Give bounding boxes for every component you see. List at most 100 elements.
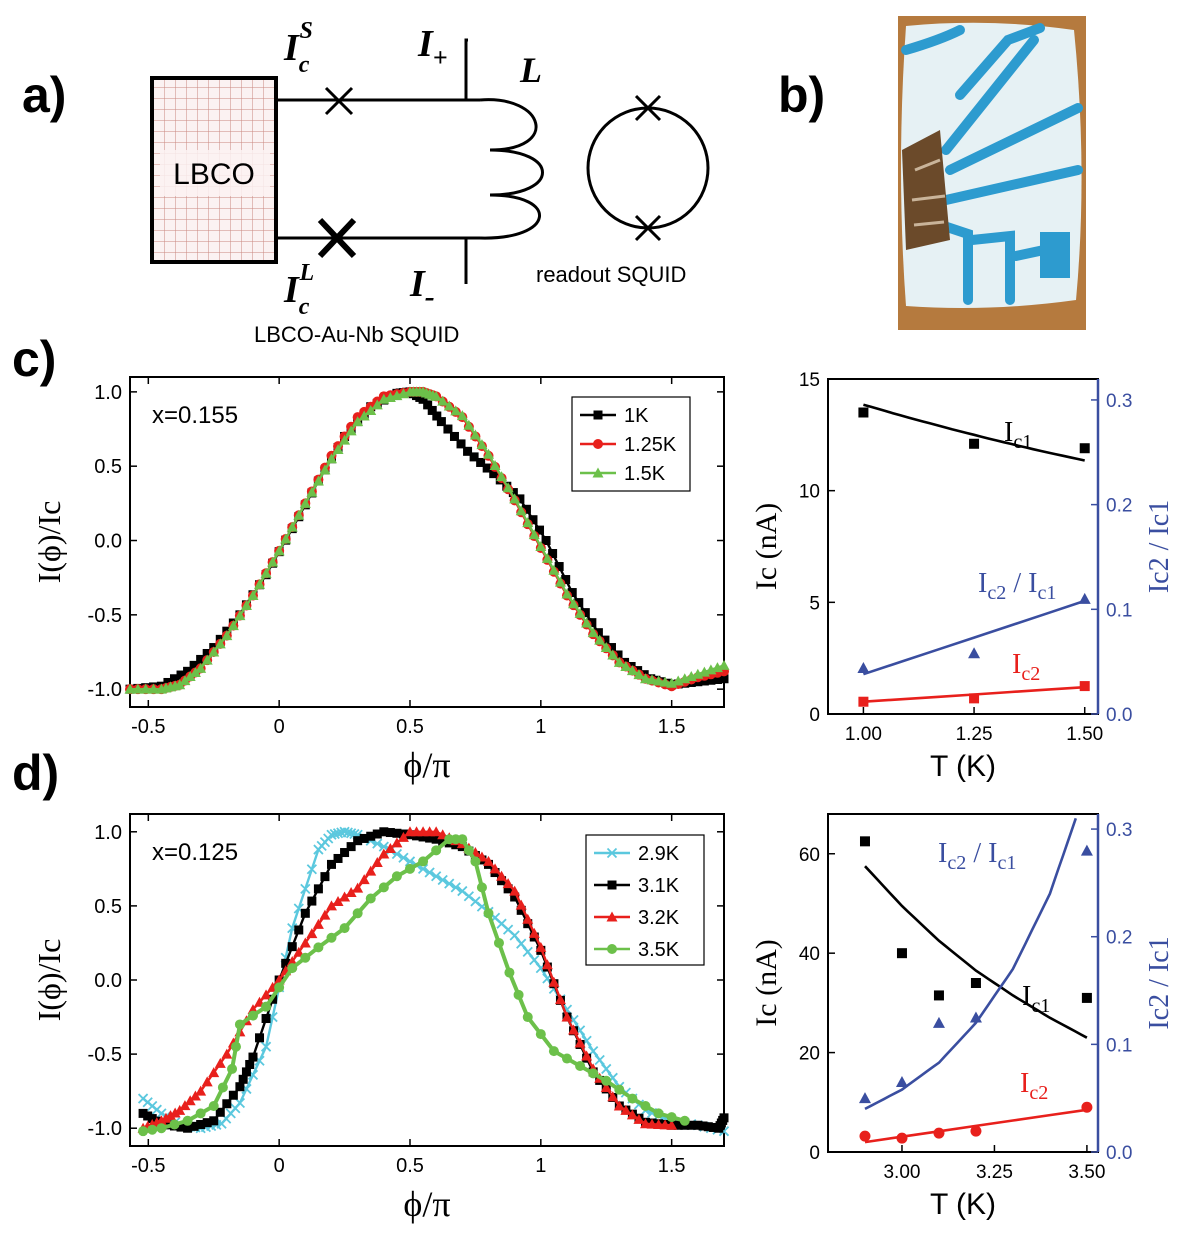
data-point <box>365 865 377 876</box>
data-point <box>607 1091 619 1102</box>
data-point <box>333 853 343 863</box>
panel-label-a: a) <box>22 67 66 123</box>
data-point <box>686 1120 696 1130</box>
data-point <box>561 1011 573 1022</box>
data-point <box>666 1119 678 1130</box>
data-point <box>281 958 291 968</box>
data-point <box>234 610 246 621</box>
data-point <box>339 891 351 902</box>
y-tick-label: 0 <box>809 1143 820 1164</box>
data-point <box>247 590 259 601</box>
data-point <box>515 899 527 910</box>
data-point <box>504 967 515 978</box>
data-point <box>515 505 527 516</box>
device-photo <box>898 16 1086 330</box>
legend-label: 1.25K <box>624 434 677 456</box>
data-point <box>260 989 272 1000</box>
data-point <box>969 438 980 449</box>
photo-traces <box>901 23 1083 305</box>
data-point <box>1080 844 1093 856</box>
data-point <box>620 1104 632 1115</box>
label-sub: c2 <box>1029 1082 1048 1104</box>
label-sep: / <box>1006 568 1028 599</box>
annotation-ic2-ic1: Ic2 / Ic1 <box>938 838 1017 874</box>
data-point <box>174 679 186 690</box>
data-point <box>286 521 298 532</box>
label-base2: I <box>988 838 997 869</box>
data-point <box>858 407 869 418</box>
x-tick-label: 0.5 <box>396 1155 424 1177</box>
data-point <box>306 928 318 939</box>
data-point <box>184 671 196 682</box>
data-point <box>208 646 220 657</box>
data-point <box>574 598 584 608</box>
label-ic-large: IcL <box>283 260 314 320</box>
y2-tick-label: 0.3 <box>1106 820 1132 841</box>
y2-tick-label: 0.1 <box>1106 600 1132 621</box>
data-point <box>209 1116 219 1126</box>
data-point <box>522 517 534 528</box>
y-tick-label: 15 <box>799 370 820 391</box>
y-tick-label: 0 <box>809 705 820 726</box>
data-point <box>594 634 606 645</box>
data-point <box>489 459 501 470</box>
data-point <box>502 878 514 889</box>
data-point <box>601 1075 612 1086</box>
data-point <box>195 662 207 673</box>
data-point <box>613 650 623 660</box>
data-point <box>633 1113 645 1124</box>
data-point <box>183 666 193 676</box>
data-point <box>182 1115 193 1126</box>
data-point <box>646 674 658 685</box>
data-point <box>293 509 305 520</box>
x-tick-label: 1.25 <box>956 724 993 745</box>
x-tick-label: 1.5 <box>658 716 686 738</box>
readout-junction-top-icon <box>634 94 662 122</box>
label-sub: c2 <box>947 852 966 874</box>
data-point <box>594 1054 605 1066</box>
data-point <box>156 1123 167 1134</box>
data-point <box>385 828 395 838</box>
data-point <box>148 683 160 694</box>
data-point <box>503 884 513 894</box>
data-point <box>607 649 619 660</box>
data-point <box>522 946 533 957</box>
label-ic-small: IcS <box>283 18 313 78</box>
data-point <box>274 982 285 993</box>
data-point <box>970 1125 982 1137</box>
data-point <box>169 1107 181 1118</box>
data-point <box>613 1100 625 1111</box>
label-base: I <box>978 568 987 599</box>
data-point <box>202 1118 212 1128</box>
data-point <box>541 552 553 563</box>
data-point <box>469 452 479 462</box>
data-point <box>581 1050 593 1061</box>
data-point <box>235 1082 245 1092</box>
data-point <box>548 564 560 575</box>
data-point <box>339 434 351 445</box>
data-point <box>535 540 547 551</box>
panel-label-c: c) <box>12 331 56 387</box>
y-axis-label: Ic (nA) <box>750 503 783 590</box>
data-point <box>588 1068 599 1079</box>
data-point <box>196 654 206 664</box>
data-point <box>345 425 357 436</box>
data-point <box>613 656 625 667</box>
chart-d-critical-current: 3.00 3.25 3.50 0 20 40 60 0.0 0.1 0.2 0.3 T (K) Ic (… <box>750 813 1175 1221</box>
x-axis-label: ϕ/π <box>403 1184 450 1224</box>
data-point <box>510 892 520 902</box>
data-point <box>418 832 428 842</box>
data-point <box>267 556 279 567</box>
x-tick-label: 1.00 <box>845 724 882 745</box>
data-point <box>600 642 612 653</box>
data-point <box>228 1090 238 1100</box>
data-point <box>606 643 616 653</box>
data-point <box>443 424 453 434</box>
data-point <box>299 937 311 948</box>
data-point <box>234 1097 246 1109</box>
data-point <box>933 1127 945 1139</box>
data-point <box>214 638 226 649</box>
data-point <box>509 930 520 941</box>
data-point <box>189 666 201 677</box>
